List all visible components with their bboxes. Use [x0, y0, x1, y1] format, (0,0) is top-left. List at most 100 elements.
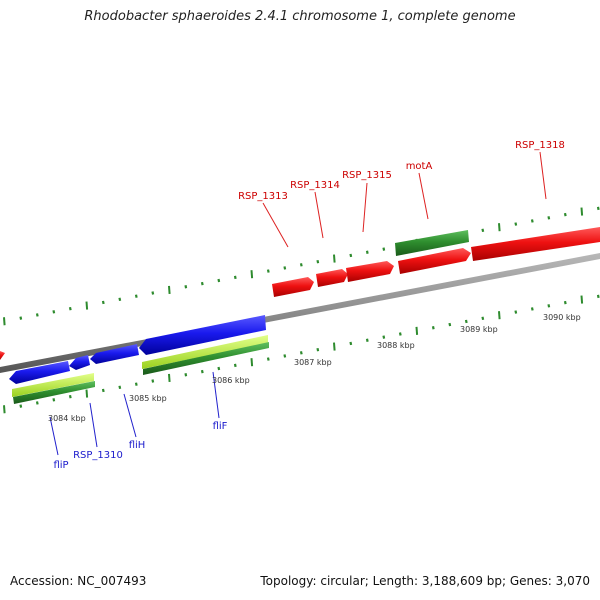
gene-arrow-rsp1314[interactable] [316, 269, 348, 287]
scale-label-3090: 3090 kbp [543, 313, 581, 322]
callout-flih [123, 393, 137, 438]
lower-tick [382, 335, 386, 339]
gene-arrow-mota[interactable] [398, 248, 471, 274]
gene-label-rsp1310[interactable]: RSP_1310 [73, 450, 123, 461]
lower-tick [299, 351, 303, 355]
gene-label-flif[interactable]: fliF [213, 421, 228, 432]
gene-label-flip[interactable]: fliP [53, 460, 68, 471]
map-title: Rhodobacter sphaeroides 2.4.1 chromosome… [84, 9, 516, 24]
lower-tick [333, 342, 336, 351]
lower-tick [3, 405, 6, 414]
feature-green-left[interactable] [13, 381, 95, 404]
gene-arrow-rsp1318[interactable] [471, 227, 600, 261]
callout-flif [212, 371, 220, 419]
gene-arrow-rsp1313[interactable] [272, 277, 314, 297]
scale-label-3084: 3084 kbp [48, 414, 86, 423]
feature-lime-left[interactable] [12, 373, 94, 397]
lower-tick [431, 326, 435, 330]
gene-arrow-flip[interactable] [9, 361, 70, 384]
upper-tick [514, 222, 518, 226]
upper-tick [85, 301, 89, 310]
lower-tick [514, 310, 518, 314]
lower-tick [365, 338, 369, 342]
gene-label-rsp1313[interactable]: RSP_1313 [238, 191, 288, 202]
upper-tick [530, 219, 534, 223]
callout-rsp1310 [89, 402, 98, 448]
lower-tick [134, 382, 138, 386]
upper-tick [101, 300, 105, 305]
gene-label-rsp1315[interactable]: RSP_1315 [342, 170, 392, 181]
upper-tick [52, 310, 56, 314]
lower-tick [68, 394, 72, 399]
upper-tick [19, 316, 23, 320]
lower-tick [250, 358, 254, 367]
callout-rsp1314 [314, 191, 324, 239]
scale-label-3087: 3087 kbp [294, 358, 332, 367]
gene-label-rsp1314[interactable]: RSP_1314 [290, 180, 340, 191]
callout-flip [49, 416, 59, 456]
forward-genes [272, 227, 600, 297]
feature-lime-right[interactable] [142, 335, 268, 369]
gene-label-mota[interactable]: motA [406, 161, 433, 172]
lower-tick [415, 326, 419, 335]
lower-tick [530, 307, 534, 311]
upper-tick [217, 278, 221, 283]
gene-arrow-flih[interactable] [90, 344, 139, 364]
lower-tick [35, 401, 39, 405]
upper-tick [200, 281, 204, 286]
upper-tick [168, 285, 171, 294]
lower-tick [168, 373, 171, 382]
gene-label-rsp1318[interactable]: RSP_1318 [515, 140, 565, 151]
chromosome-backbone [0, 253, 600, 373]
upper-tick [382, 247, 386, 251]
upper-tick [233, 275, 237, 280]
lower-features [12, 335, 269, 404]
upper-tick [68, 306, 72, 311]
gene-arrow-rsp1315[interactable] [346, 261, 394, 282]
lower-tick [266, 357, 270, 361]
lower-tick [19, 404, 23, 408]
callout-lines [49, 151, 547, 456]
tick-marks [3, 206, 600, 414]
gene-arrow-rsp1310[interactable] [69, 355, 90, 370]
genome-info-text: Topology: circular; Length: 3,188,609 bp… [260, 574, 590, 588]
feature-green-right[interactable] [143, 342, 269, 375]
lower-tick [85, 389, 89, 398]
partial-red-gene-left[interactable] [0, 351, 5, 360]
upper-tick [118, 297, 122, 302]
scale-label-3089: 3089 kbp [460, 325, 498, 334]
lower-tick [151, 379, 155, 383]
upper-tick [134, 294, 138, 298]
scale-label-3088: 3088 kbp [377, 341, 415, 350]
lower-tick [184, 373, 188, 377]
upper-tick [266, 269, 270, 273]
lower-tick [398, 332, 402, 336]
lower-tick [498, 311, 501, 320]
upper-tick [184, 285, 188, 289]
gene-label-flih[interactable]: fliH [129, 440, 146, 451]
upper-tick [563, 212, 567, 217]
upper-tick [283, 266, 287, 270]
callout-rsp1313 [262, 202, 289, 248]
upper-tick [365, 250, 369, 254]
lower-tick [101, 388, 105, 393]
lower-tick [563, 300, 567, 305]
lower-tick [580, 295, 584, 304]
upper-tick [580, 207, 584, 216]
callout-rsp1318 [539, 151, 547, 200]
accession-text: Accession: NC_007493 [10, 574, 147, 588]
lower-tick [52, 398, 56, 402]
lower-tick [349, 341, 353, 346]
upper-tick [349, 253, 353, 258]
lower-tick [233, 363, 237, 368]
scale-label-3086: 3086 kbp [212, 376, 250, 385]
gene-arrow-flif[interactable] [139, 315, 266, 355]
upper-tick [333, 254, 336, 263]
scale-label-3085: 3085 kbp [129, 394, 167, 403]
upper-tick [316, 259, 320, 264]
motA-cds-feature[interactable] [395, 230, 469, 256]
lower-tick [217, 366, 221, 371]
reverse-genes [0, 315, 266, 384]
lower-tick [464, 319, 468, 324]
